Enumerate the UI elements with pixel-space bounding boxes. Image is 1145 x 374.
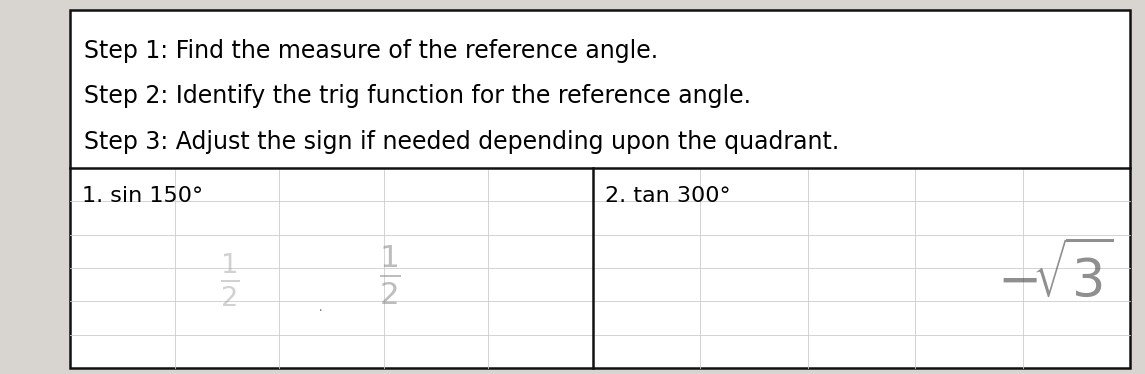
Text: $\bullet$: $\bullet$ bbox=[318, 307, 322, 313]
Text: $-\!\sqrt{3}$: $-\!\sqrt{3}$ bbox=[996, 243, 1113, 307]
Text: Step 2: Identify the trig function for the reference angle.: Step 2: Identify the trig function for t… bbox=[84, 85, 751, 108]
Text: 2. tan 300°: 2. tan 300° bbox=[605, 186, 731, 206]
Text: Step 1: Find the measure of the reference angle.: Step 1: Find the measure of the referenc… bbox=[84, 39, 658, 63]
Text: $\frac{1}{2}$: $\frac{1}{2}$ bbox=[220, 251, 239, 309]
Text: $\frac{1}{2}$: $\frac{1}{2}$ bbox=[379, 243, 401, 307]
Text: 1. sin 150°: 1. sin 150° bbox=[82, 186, 203, 206]
Text: Step 3: Adjust the sign if needed depending upon the quadrant.: Step 3: Adjust the sign if needed depend… bbox=[84, 130, 839, 154]
